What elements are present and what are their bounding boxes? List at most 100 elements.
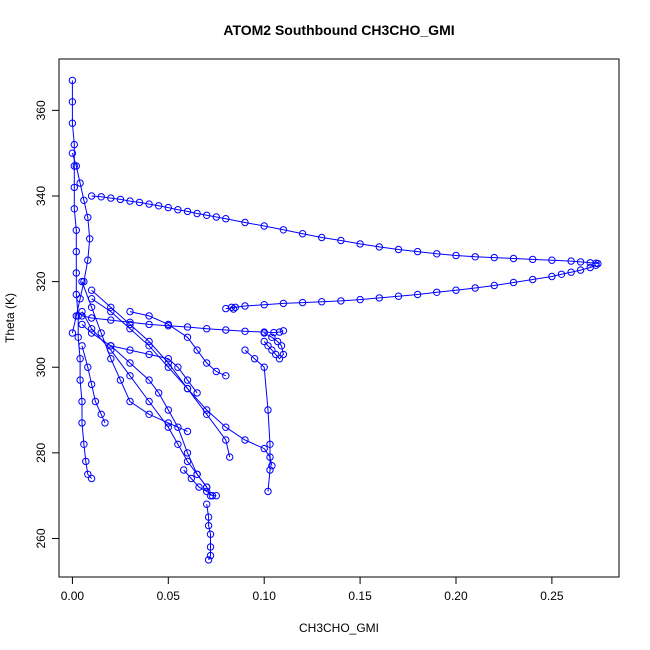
data-series — [260, 329, 288, 363]
data-series — [78, 307, 211, 491]
data-point — [183, 207, 192, 216]
chart-title: ATOM2 Southbound CH3CHO_GMI — [223, 22, 454, 38]
data-series — [87, 295, 276, 470]
data-point — [145, 350, 153, 359]
data-point — [529, 275, 537, 284]
data-series — [203, 500, 215, 564]
data-point — [80, 440, 88, 448]
data-point — [490, 281, 498, 290]
data-point — [84, 470, 92, 478]
y-tick-label: 280 — [34, 443, 48, 463]
data-point — [208, 492, 217, 500]
data-point — [145, 200, 153, 208]
series-line — [244, 349, 271, 492]
data-point — [174, 363, 182, 371]
data-point — [164, 320, 173, 329]
data-series — [87, 286, 234, 461]
data-point — [241, 436, 249, 444]
data-point — [97, 410, 105, 418]
data-point — [413, 290, 422, 299]
data-point — [195, 483, 203, 491]
data-point — [84, 363, 92, 371]
data-point — [183, 376, 192, 384]
data-point — [78, 307, 86, 316]
data-point — [222, 326, 230, 334]
data-point — [204, 556, 213, 564]
series-line — [231, 306, 234, 310]
x-tick-label: 0.05 — [157, 589, 181, 603]
data-point — [87, 474, 96, 483]
series-line — [81, 315, 284, 334]
data-series — [68, 149, 94, 337]
data-point — [78, 419, 86, 427]
data-point — [222, 215, 230, 223]
data-point — [174, 206, 182, 214]
data-point — [126, 346, 134, 354]
x-tick-label: 0.10 — [253, 589, 277, 603]
data-point — [548, 272, 556, 281]
data-point — [87, 286, 96, 294]
data-point — [318, 298, 326, 306]
data-point — [84, 213, 92, 222]
data-point — [266, 466, 274, 474]
data-point — [204, 521, 213, 530]
data-point — [229, 305, 238, 313]
data-point — [250, 355, 259, 363]
data-point — [222, 436, 230, 444]
data-point — [107, 303, 115, 311]
data-point — [183, 323, 192, 331]
data-point — [241, 327, 249, 335]
data-point — [91, 397, 100, 406]
data-point — [87, 380, 96, 389]
data-series — [241, 346, 274, 496]
data-point — [164, 419, 173, 427]
data-point — [164, 359, 173, 367]
series-line — [71, 80, 92, 479]
data-point — [203, 483, 211, 491]
data-point — [277, 342, 286, 350]
data-point — [356, 295, 364, 304]
data-point — [270, 328, 278, 337]
data-point — [72, 290, 81, 299]
data-point — [76, 376, 84, 384]
data-point — [68, 98, 77, 106]
data-point — [70, 205, 79, 213]
data-point — [471, 253, 479, 261]
data-point — [164, 423, 173, 431]
data-point — [116, 376, 125, 384]
data-point — [260, 329, 268, 337]
y-tick-label: 340 — [34, 186, 48, 206]
data-point — [279, 327, 288, 335]
x-tick-label: 0.20 — [444, 589, 468, 603]
data-point — [193, 346, 201, 354]
data-point — [72, 162, 81, 170]
data-point — [264, 487, 272, 496]
data-point — [126, 372, 134, 380]
data-point — [268, 462, 276, 470]
series-line — [225, 264, 597, 310]
data-point — [70, 162, 79, 170]
data-point — [264, 406, 272, 414]
data-series — [87, 192, 602, 268]
data-point — [183, 384, 192, 393]
data-point — [80, 196, 88, 205]
data-point — [107, 307, 115, 316]
data-series-layer — [68, 76, 602, 564]
data-point — [126, 325, 134, 333]
data-point — [241, 302, 249, 310]
data-point — [241, 218, 249, 227]
data-point — [78, 320, 86, 329]
data-point — [394, 245, 403, 254]
data-point — [375, 294, 383, 302]
data-point — [164, 203, 173, 212]
data-point — [155, 202, 163, 210]
data-series — [107, 342, 201, 397]
data-point — [126, 197, 134, 205]
data-point — [78, 277, 86, 286]
data-point — [183, 457, 192, 466]
y-tick-label: 320 — [34, 271, 48, 291]
data-point — [222, 423, 230, 431]
data-point — [356, 240, 364, 248]
data-point — [279, 226, 288, 234]
data-point — [206, 530, 215, 538]
